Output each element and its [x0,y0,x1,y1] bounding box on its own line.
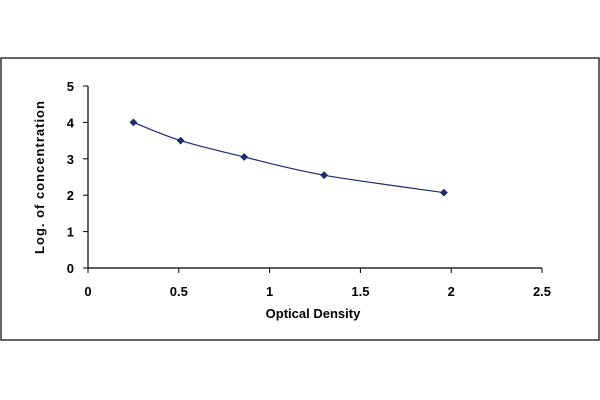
y-axis-title: Log. of concentration [32,100,47,254]
chart-frame [0,57,600,341]
y-tick-label: 1 [67,225,74,240]
x-tick-label: 0.5 [170,284,188,299]
data-point [129,118,138,127]
data-point [240,153,249,161]
y-tick-label: 2 [67,188,74,203]
y-tick-label: 4 [67,115,75,130]
x-tick-label: 2 [448,284,455,299]
data-point [176,136,185,145]
x-tick-label: 1.5 [351,284,369,299]
y-axis-ticks: 0 1 2 3 4 5 [67,79,88,276]
data-point [320,171,328,180]
y-tick-label: 0 [67,261,74,276]
x-tick-label: 1 [266,284,273,299]
series-layer [129,118,448,197]
x-tick-label: 0 [84,284,91,299]
fit-curve [133,121,445,194]
data-point [440,188,448,197]
x-tick-label: 2.5 [533,284,551,299]
x-axis-title: Optical Density [266,306,361,321]
x-axis-ticks: 0 0.5 1 1.5 2 2.5 [84,268,551,299]
y-tick-label: 5 [67,79,74,94]
y-tick-label: 3 [67,152,74,167]
